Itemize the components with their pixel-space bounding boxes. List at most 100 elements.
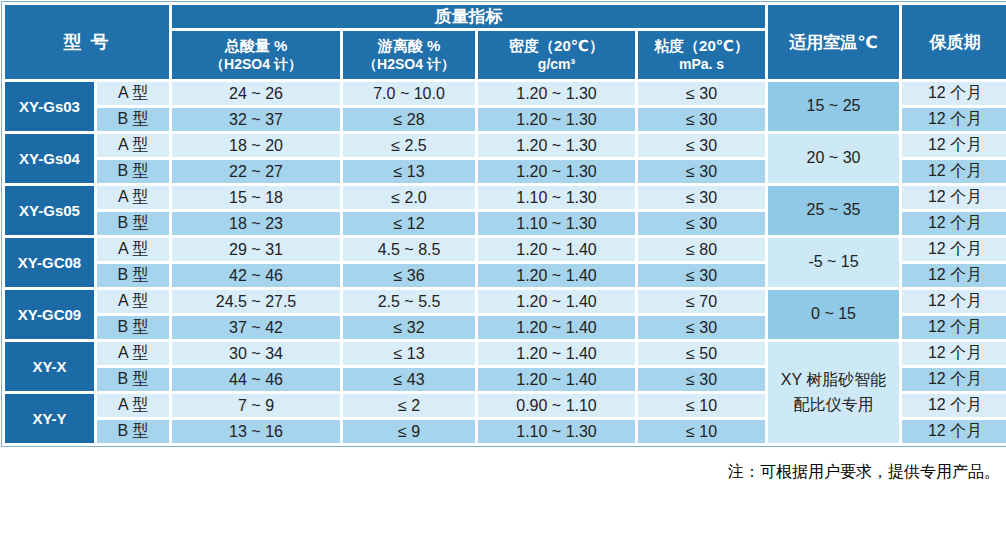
viscosity-cell: ≤ 10 xyxy=(637,419,767,445)
total-acid-cell: 13 ~ 16 xyxy=(171,419,342,445)
footnote: 注：可根据用户要求，提供专用产品。 xyxy=(2,462,1004,483)
free-acid-cell: ≤ 2 xyxy=(342,393,477,419)
table-row: XY-GC09A 型24.5 ~ 27.52.5 ~ 5.51.20 ~ 1.4… xyxy=(4,289,1006,315)
type-cell: A 型 xyxy=(96,289,171,315)
room-temp-line: XY 树脂砂智能 xyxy=(768,368,899,393)
free-acid-cell: ≤ 12 xyxy=(342,211,477,237)
density-cell: 1.10 ~ 1.30 xyxy=(477,185,637,211)
density-cell: 1.20 ~ 1.40 xyxy=(477,263,637,289)
free-acid-cell: ≤ 43 xyxy=(342,367,477,393)
shelf-life-cell: 12 个月 xyxy=(901,211,1006,237)
total-acid-cell: 15 ~ 18 xyxy=(171,185,342,211)
free-acid-cell: ≤ 9 xyxy=(342,419,477,445)
viscosity-cell: ≤ 30 xyxy=(637,107,767,133)
type-cell: B 型 xyxy=(96,159,171,185)
total-acid-cell: 42 ~ 46 xyxy=(171,263,342,289)
free-acid-cell: ≤ 28 xyxy=(342,107,477,133)
free-acid-cell: ≤ 13 xyxy=(342,159,477,185)
density-cell: 1.10 ~ 1.30 xyxy=(477,419,637,445)
header-free-acid-line1: 游离酸 % xyxy=(343,37,475,56)
free-acid-cell: 4.5 ~ 8.5 xyxy=(342,237,477,263)
type-cell: A 型 xyxy=(96,81,171,107)
header-density-line2: g/cm³ xyxy=(478,56,635,74)
model-cell: XY-Gs03 xyxy=(4,81,96,133)
shelf-life-cell: 12 个月 xyxy=(901,315,1006,341)
header-viscosity-line1: 粘度（20℃） xyxy=(638,37,765,56)
viscosity-cell: ≤ 10 xyxy=(637,393,767,419)
header-density-line1: 密度（20℃） xyxy=(478,37,635,56)
table-row: XY-GC08A 型29 ~ 314.5 ~ 8.51.20 ~ 1.40≤ 8… xyxy=(4,237,1006,263)
type-cell: A 型 xyxy=(96,341,171,367)
free-acid-cell: 2.5 ~ 5.5 xyxy=(342,289,477,315)
shelf-life-cell: 12 个月 xyxy=(901,419,1006,445)
density-cell: 1.20 ~ 1.30 xyxy=(477,107,637,133)
room-temp-line: 0 ~ 15 xyxy=(768,302,899,327)
shelf-life-cell: 12 个月 xyxy=(901,133,1006,159)
page: 型 号 质量指标 适用室温℃ 保质期 总酸量 % （H2SO4 计） 游离酸 %… xyxy=(0,0,1006,485)
total-acid-cell: 24 ~ 26 xyxy=(171,81,342,107)
density-cell: 1.20 ~ 1.40 xyxy=(477,289,637,315)
shelf-life-cell: 12 个月 xyxy=(901,393,1006,419)
room-temp-cell: -5 ~ 15 xyxy=(767,237,901,289)
shelf-life-cell: 12 个月 xyxy=(901,289,1006,315)
shelf-life-cell: 12 个月 xyxy=(901,367,1006,393)
header-density: 密度（20℃） g/cm³ xyxy=(477,30,637,81)
density-cell: 1.20 ~ 1.40 xyxy=(477,315,637,341)
header-total-acid: 总酸量 % （H2SO4 计） xyxy=(171,30,342,81)
type-cell: A 型 xyxy=(96,133,171,159)
shelf-life-cell: 12 个月 xyxy=(901,81,1006,107)
type-cell: B 型 xyxy=(96,211,171,237)
density-cell: 1.20 ~ 1.40 xyxy=(477,341,637,367)
type-cell: B 型 xyxy=(96,315,171,341)
viscosity-cell: ≤ 30 xyxy=(637,81,767,107)
type-cell: A 型 xyxy=(96,185,171,211)
viscosity-cell: ≤ 50 xyxy=(637,341,767,367)
density-cell: 1.10 ~ 1.30 xyxy=(477,211,637,237)
header-viscosity: 粘度（20℃） mPa. s xyxy=(637,30,767,81)
type-cell: B 型 xyxy=(96,107,171,133)
shelf-life-cell: 12 个月 xyxy=(901,107,1006,133)
header-free-acid-line2: （H2SO4 计） xyxy=(343,56,475,74)
header-viscosity-line2: mPa. s xyxy=(638,56,765,74)
header-quality-indicators: 质量指标 xyxy=(171,4,767,30)
shelf-life-cell: 12 个月 xyxy=(901,263,1006,289)
room-temp-cell: 20 ~ 30 xyxy=(767,133,901,185)
density-cell: 1.20 ~ 1.40 xyxy=(477,367,637,393)
table-row: XY-Gs04A 型18 ~ 20≤ 2.51.20 ~ 1.30≤ 3020 … xyxy=(4,133,1006,159)
density-cell: 1.20 ~ 1.30 xyxy=(477,81,637,107)
room-temp-cell: 0 ~ 15 xyxy=(767,289,901,341)
room-temp-line: 25 ~ 35 xyxy=(768,198,899,223)
shelf-life-cell: 12 个月 xyxy=(901,185,1006,211)
viscosity-cell: ≤ 80 xyxy=(637,237,767,263)
viscosity-cell: ≤ 30 xyxy=(637,159,767,185)
header-room-temp: 适用室温℃ xyxy=(767,4,901,81)
header-model: 型 号 xyxy=(4,4,171,81)
total-acid-cell: 29 ~ 31 xyxy=(171,237,342,263)
total-acid-cell: 44 ~ 46 xyxy=(171,367,342,393)
shelf-life-cell: 12 个月 xyxy=(901,159,1006,185)
viscosity-cell: ≤ 30 xyxy=(637,263,767,289)
total-acid-cell: 22 ~ 27 xyxy=(171,159,342,185)
model-cell: XY-Gs05 xyxy=(4,185,96,237)
room-temp-cell: 15 ~ 25 xyxy=(767,81,901,133)
model-cell: XY-GC08 xyxy=(4,237,96,289)
type-cell: B 型 xyxy=(96,263,171,289)
table-row: XY-Gs05A 型15 ~ 18≤ 2.01.10 ~ 1.30≤ 3025 … xyxy=(4,185,1006,211)
room-temp-cell: XY 树脂砂智能配比仪专用 xyxy=(767,341,901,445)
density-cell: 1.20 ~ 1.40 xyxy=(477,237,637,263)
table-row: XY-XA 型30 ~ 34≤ 131.20 ~ 1.40≤ 50XY 树脂砂智… xyxy=(4,341,1006,367)
model-cell: XY-X xyxy=(4,341,96,393)
room-temp-line: 15 ~ 25 xyxy=(768,94,899,119)
table-header: 型 号 质量指标 适用室温℃ 保质期 总酸量 % （H2SO4 计） 游离酸 %… xyxy=(4,4,1006,81)
header-total-acid-line1: 总酸量 % xyxy=(172,37,340,56)
free-acid-cell: ≤ 2.5 xyxy=(342,133,477,159)
room-temp-cell: 25 ~ 35 xyxy=(767,185,901,237)
type-cell: A 型 xyxy=(96,393,171,419)
density-cell: 1.20 ~ 1.30 xyxy=(477,133,637,159)
total-acid-cell: 18 ~ 23 xyxy=(171,211,342,237)
type-cell: B 型 xyxy=(96,419,171,445)
viscosity-cell: ≤ 30 xyxy=(637,133,767,159)
viscosity-cell: ≤ 30 xyxy=(637,367,767,393)
total-acid-cell: 37 ~ 42 xyxy=(171,315,342,341)
header-total-acid-line2: （H2SO4 计） xyxy=(172,56,340,74)
